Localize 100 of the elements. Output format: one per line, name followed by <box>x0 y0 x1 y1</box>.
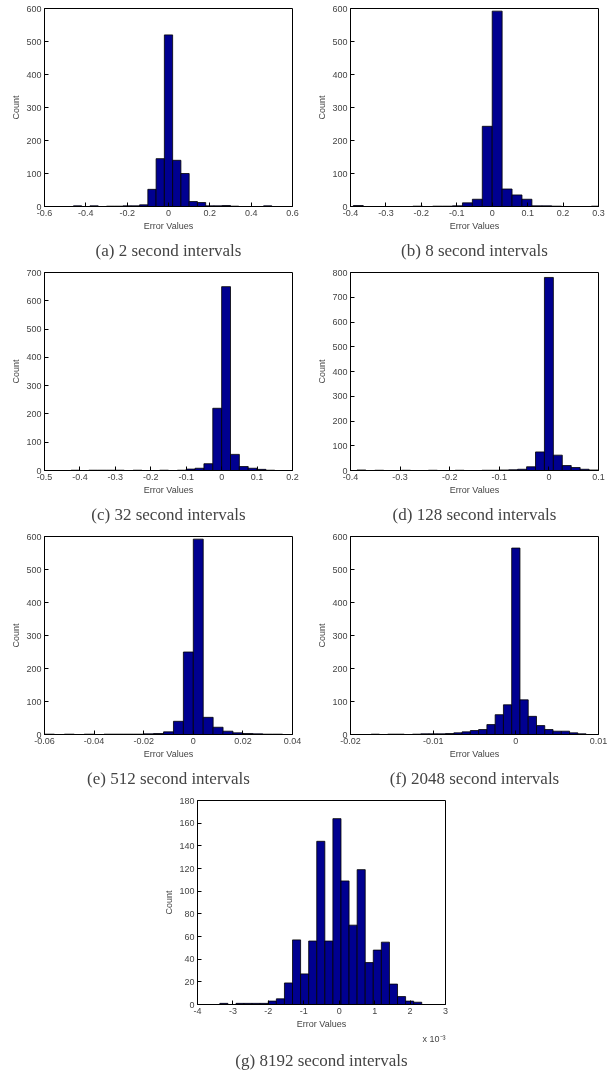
x-tick-label: 0.02 <box>234 735 252 746</box>
x-axis-title: Error Values <box>143 220 194 231</box>
y-tick-label: 100 <box>332 696 348 707</box>
text: (e) 512 second intervals <box>87 768 250 788</box>
y-tick-label: 40 <box>184 954 195 965</box>
text: (c) 32 second intervals <box>91 504 246 524</box>
y-tick-label: 500 <box>26 564 42 575</box>
text: (f) 2048 second intervals <box>389 768 560 788</box>
x-tick-label: 0.2 <box>203 207 217 218</box>
y-tick-label: 500 <box>332 564 348 575</box>
y-tick-label: 400 <box>26 597 42 608</box>
y-tick-label: 800 <box>332 267 348 278</box>
x-tick-label: 1 <box>372 1005 378 1016</box>
x-tick-label: -0.04 <box>83 735 105 746</box>
x-tick-label: -0.4 <box>78 207 94 218</box>
y-tick-label: 700 <box>332 292 348 303</box>
x-axis-title: Error Values <box>143 748 194 759</box>
y-tick-label: 400 <box>26 352 42 363</box>
x-tick-label: 0.6 <box>286 207 299 218</box>
y-axis-title: Count <box>317 358 328 384</box>
x-tick-label: 0.3 <box>592 207 605 218</box>
text: (a) 2 second intervals <box>95 240 242 260</box>
y-axis-title: Count <box>317 622 328 648</box>
y-tick-label: 500 <box>332 341 348 352</box>
y-axis-title: Count <box>11 358 22 384</box>
y-tick-label: 300 <box>332 102 348 113</box>
x-tick-label: -0.1 <box>178 471 194 482</box>
x-tick-label: -2 <box>264 1005 273 1016</box>
y-tick-label: 400 <box>26 69 42 80</box>
y-tick-label: 100 <box>26 168 42 179</box>
x-axis-title: Error Values <box>449 484 500 495</box>
y-tick-label: 300 <box>332 391 348 402</box>
x-axis-title: Error Values <box>449 220 500 231</box>
x-tick-label: -0.2 <box>119 207 135 218</box>
x-tick-label: 0.01 <box>589 735 608 746</box>
x-axis-title: Error Values <box>449 748 500 759</box>
x-tick-label: -0.02 <box>133 735 154 746</box>
y-tick-label: 300 <box>332 630 348 641</box>
y-tick-label: 200 <box>332 663 348 674</box>
x-tick-label: -0.1 <box>449 207 465 218</box>
y-tick-label: 400 <box>332 597 348 608</box>
y-tick-label: 600 <box>26 3 42 14</box>
x-tick-label: -0.3 <box>107 471 124 482</box>
x-tick-label: 0 <box>546 471 552 482</box>
x-tick-label: 2 <box>407 1005 413 1016</box>
y-tick-label: 500 <box>26 36 42 47</box>
x-tick-label: 0.2 <box>286 471 299 482</box>
x-tick-label: 0.2 <box>556 207 570 218</box>
y-tick-label: 400 <box>332 69 348 80</box>
y-tick-label: 120 <box>179 863 195 874</box>
y-tick-label: 100 <box>26 696 42 707</box>
x-tick-label: 3 <box>443 1005 449 1016</box>
x-tick-label: -0.3 <box>378 207 394 218</box>
y-tick-label: 140 <box>179 840 195 851</box>
x-tick-label: -0.2 <box>413 207 430 218</box>
y-tick-label: 400 <box>332 366 348 377</box>
x-tick-label: -0.2 <box>143 471 159 482</box>
y-tick-label: 80 <box>184 908 195 919</box>
y-tick-label: 100 <box>332 168 348 179</box>
x-tick-label: 0.1 <box>521 207 534 218</box>
y-tick-label: 600 <box>26 295 42 306</box>
y-tick-label: 600 <box>332 531 348 542</box>
x-tick-label: 0.04 <box>283 735 302 746</box>
x-tick-label: 0 <box>219 471 225 482</box>
y-tick-label: 200 <box>332 135 348 146</box>
text: (b) 8 second intervals <box>401 240 548 260</box>
y-tick-label: 600 <box>332 3 348 14</box>
y-tick-label: 100 <box>26 437 42 448</box>
y-tick-label: 200 <box>26 408 42 419</box>
y-tick-label: 300 <box>26 630 42 641</box>
y-axis-title: Count <box>11 622 22 648</box>
x-tick-label: -0.01 <box>422 735 444 746</box>
y-tick-label: 700 <box>26 267 42 278</box>
y-tick-label: 600 <box>26 531 42 542</box>
x-tick-label: -1 <box>299 1005 308 1016</box>
x-tick-label: -0.3 <box>392 471 408 482</box>
y-tick-label: 160 <box>179 818 195 829</box>
y-tick-label: 200 <box>26 663 42 674</box>
x-tick-label: 0 <box>513 735 519 746</box>
y-tick-label: 300 <box>26 380 42 391</box>
y-tick-label: 300 <box>26 102 42 113</box>
x-tick-label: -3 <box>228 1005 237 1016</box>
x-tick-label: -4 <box>193 1005 202 1016</box>
y-tick-label: 60 <box>184 931 195 942</box>
y-axis-title: Count <box>11 94 22 120</box>
y-axis-title: Count <box>164 889 175 915</box>
x-axis-title: Error Values <box>296 1018 347 1029</box>
y-tick-label: 100 <box>179 886 195 897</box>
y-tick-label: 500 <box>332 36 348 47</box>
x-tick-label: 0 <box>166 207 172 218</box>
x-tick-label: -0.2 <box>441 471 458 482</box>
x-tick-label: -0.4 <box>72 471 88 482</box>
y-tick-label: 500 <box>26 324 42 335</box>
y-tick-label: 600 <box>332 317 348 327</box>
y-tick-label: 180 <box>179 795 195 806</box>
y-axis-title: Count <box>317 94 328 120</box>
y-tick-label: 20 <box>184 976 195 987</box>
y-tick-label: 200 <box>26 135 42 146</box>
x-tick-label: 0.1 <box>592 471 605 482</box>
x-tick-label: 0 <box>489 207 495 218</box>
